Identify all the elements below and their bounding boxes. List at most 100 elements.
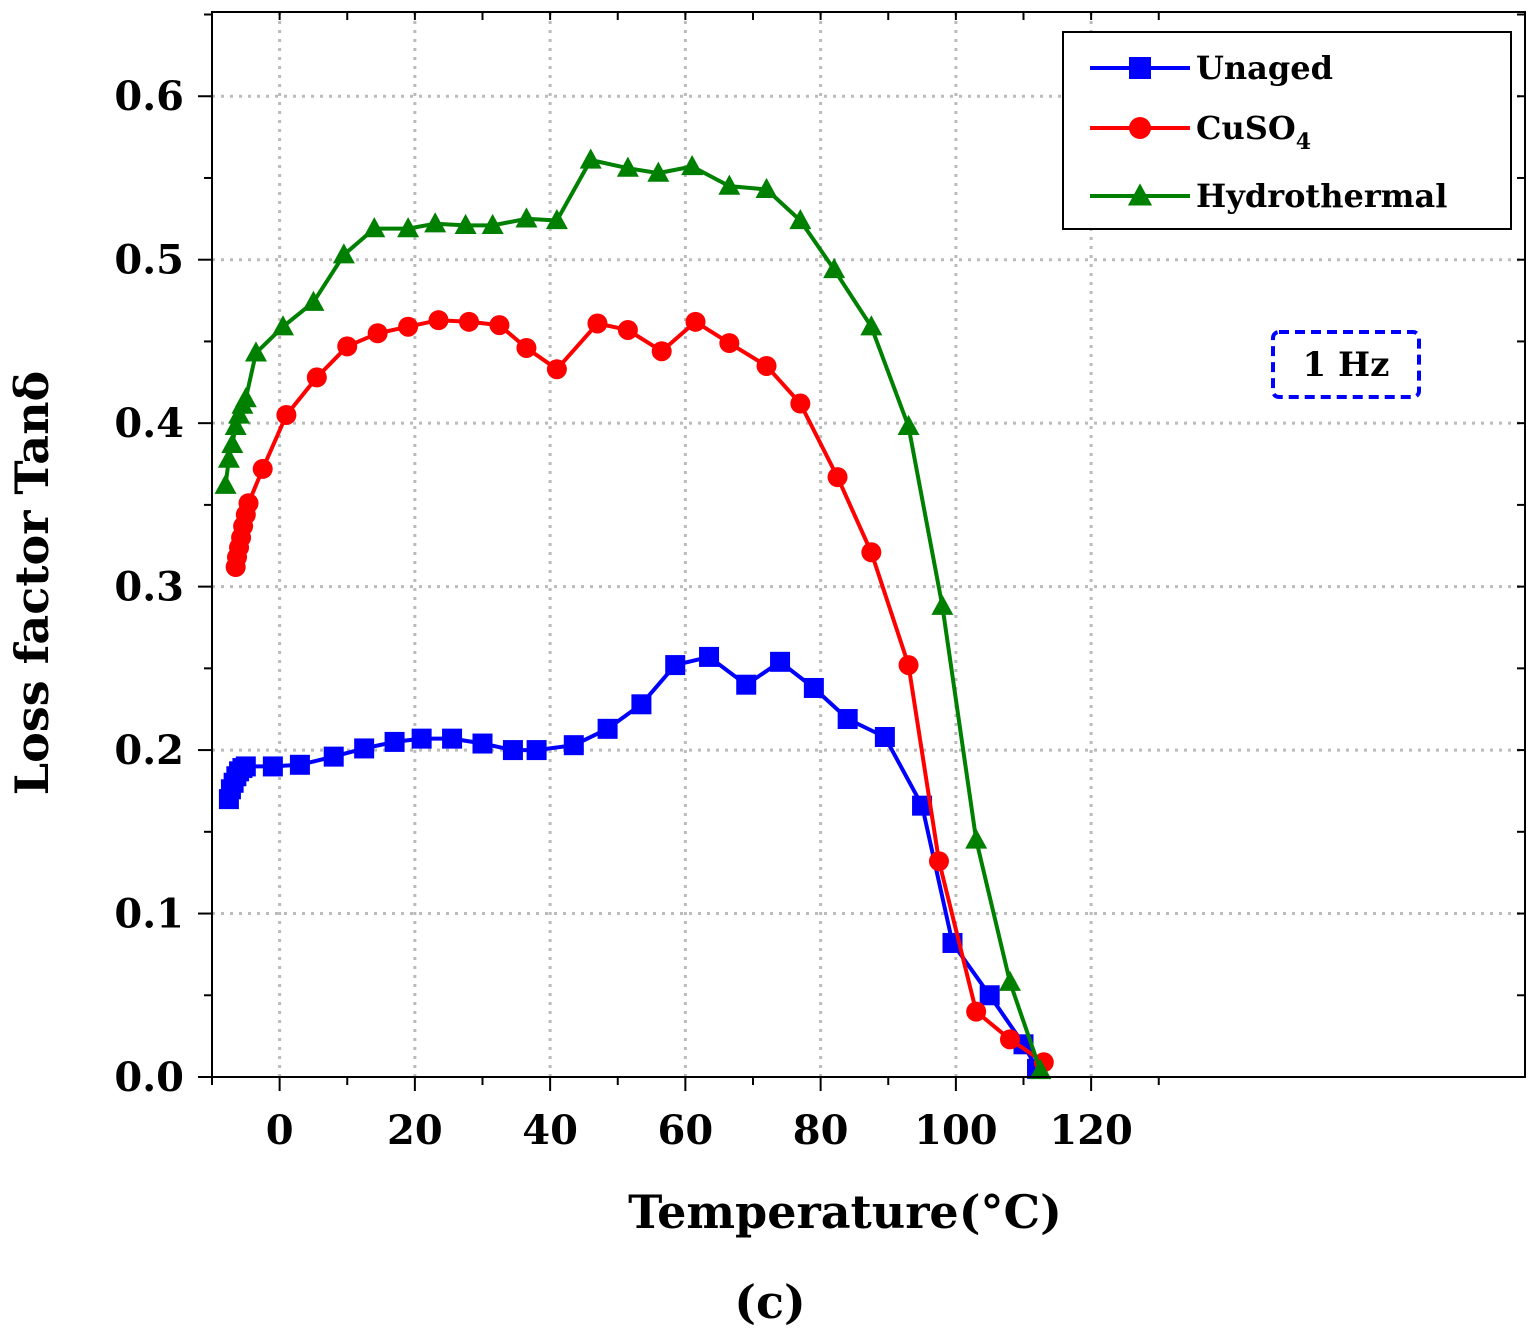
data-point-unaged <box>411 728 432 749</box>
data-point-cuso4 <box>516 337 537 358</box>
series-hydrothermal <box>214 148 1052 1080</box>
data-point-cuso4 <box>685 311 706 332</box>
data-point-unaged <box>235 756 256 777</box>
data-point-hydrothermal <box>481 213 504 234</box>
data-point-hydrothermal <box>823 258 846 279</box>
data-series <box>214 148 1054 1080</box>
data-point-unaged <box>526 740 547 761</box>
x-tick-label: 0 <box>266 1107 294 1154</box>
data-point-cuso4 <box>252 458 273 479</box>
data-point-cuso4 <box>337 336 358 357</box>
x-tick-label: 120 <box>1049 1107 1133 1154</box>
data-point-cuso4 <box>238 493 259 514</box>
x-tick-label: 100 <box>914 1107 998 1154</box>
data-point-unaged <box>323 746 344 767</box>
data-point-cuso4 <box>398 316 419 337</box>
y-tick-label: 0.3 <box>114 564 184 611</box>
data-point-hydrothermal <box>244 341 267 362</box>
y-axis-title: Loss factor Tanδ <box>5 371 59 795</box>
data-point-cuso4 <box>719 333 740 354</box>
y-tick-label: 0.1 <box>114 891 184 938</box>
data-point-unaged <box>597 718 618 739</box>
figure-caption: (c) <box>734 1275 806 1329</box>
data-point-hydrothermal <box>755 177 778 199</box>
data-point-cuso4 <box>306 367 327 388</box>
data-point-unaged <box>874 727 895 748</box>
y-tick-label: 0.6 <box>114 73 184 120</box>
data-point-unaged <box>979 985 1000 1006</box>
data-point-hydrothermal <box>214 473 237 494</box>
annotation-text: 1 Hz <box>1303 345 1390 385</box>
annotation-box <box>1271 330 1421 399</box>
plot-frame <box>211 11 1526 1078</box>
data-point-cuso4 <box>861 542 882 563</box>
data-point-unaged <box>384 731 405 752</box>
series-cuso4 <box>225 310 1054 1073</box>
data-point-unaged <box>770 651 791 672</box>
data-point-cuso4 <box>428 310 449 331</box>
data-point-hydrothermal <box>545 208 568 230</box>
data-point-unaged <box>262 756 283 777</box>
data-point-cuso4 <box>790 393 811 414</box>
data-point-unaged <box>912 795 933 816</box>
data-point-hydrothermal <box>234 387 257 408</box>
data-point-cuso4 <box>367 323 388 344</box>
legend-marker-hydrothermal <box>1127 183 1153 206</box>
y-tick-label: 0.4 <box>114 400 184 447</box>
y-tick-label: 0.0 <box>114 1054 184 1101</box>
y-tick-label: 0.5 <box>114 237 184 284</box>
data-point-hydrothermal <box>424 212 447 233</box>
x-tick-label: 80 <box>793 1107 849 1154</box>
data-point-hydrothermal <box>217 447 240 468</box>
data-point-hydrothermal <box>681 155 704 176</box>
data-point-hydrothermal <box>363 217 386 238</box>
legend-label-hydrothermal: Hydrothermal <box>1196 177 1447 215</box>
data-point-unaged <box>442 728 463 749</box>
data-point-hydrothermal <box>272 315 295 336</box>
legend-marker-cuso4 <box>1129 117 1151 139</box>
legend-label-unaged: Unaged <box>1196 49 1333 87</box>
axis-ticks: 0 20 40 60 80 100 120 0.0 0.1 0.2 0.3 0.4 0.5 0.6 <box>114 12 1525 1154</box>
data-point-unaged <box>631 694 652 715</box>
data-point-cuso4 <box>276 404 297 425</box>
legend-subscript: 4 <box>1296 129 1311 155</box>
data-point-cuso4 <box>489 315 510 336</box>
data-point-hydrothermal <box>1029 1058 1052 1080</box>
data-point-cuso4 <box>756 355 777 376</box>
frequency-annotation: 1 Hz <box>1271 330 1421 399</box>
data-point-unaged <box>563 735 584 756</box>
data-point-unaged <box>354 738 375 759</box>
grid-lines <box>212 12 1525 1077</box>
legend-marker-unaged <box>1129 57 1151 79</box>
data-point-unaged <box>665 655 686 676</box>
data-point-hydrothermal <box>647 161 670 182</box>
data-point-hydrothermal <box>718 174 741 195</box>
data-point-hydrothermal <box>221 432 244 454</box>
y-tick-label: 0.2 <box>114 727 184 774</box>
data-point-cuso4 <box>458 311 479 332</box>
data-point-cuso4 <box>546 359 567 380</box>
data-point-hydrothermal <box>998 970 1021 991</box>
data-point-cuso4 <box>827 467 848 488</box>
x-tick-label: 20 <box>387 1107 443 1154</box>
data-point-cuso4 <box>651 341 672 362</box>
data-point-unaged <box>803 677 824 698</box>
data-point-hydrothermal <box>454 213 477 234</box>
data-point-hydrothermal <box>332 243 355 264</box>
data-point-unaged <box>699 646 720 667</box>
data-point-hydrothermal <box>931 594 954 615</box>
data-point-cuso4 <box>587 313 608 334</box>
data-point-cuso4 <box>966 1001 987 1022</box>
data-point-hydrothermal <box>579 148 602 169</box>
data-point-hydrothermal <box>897 414 920 436</box>
data-point-hydrothermal <box>224 414 247 436</box>
data-point-hydrothermal <box>860 315 883 336</box>
data-point-hydrothermal <box>616 156 639 177</box>
data-point-hydrothermal <box>515 207 538 228</box>
data-point-cuso4 <box>898 655 919 676</box>
x-tick-label: 60 <box>658 1107 714 1154</box>
data-point-unaged <box>736 674 757 695</box>
data-point-cuso4 <box>999 1029 1020 1050</box>
